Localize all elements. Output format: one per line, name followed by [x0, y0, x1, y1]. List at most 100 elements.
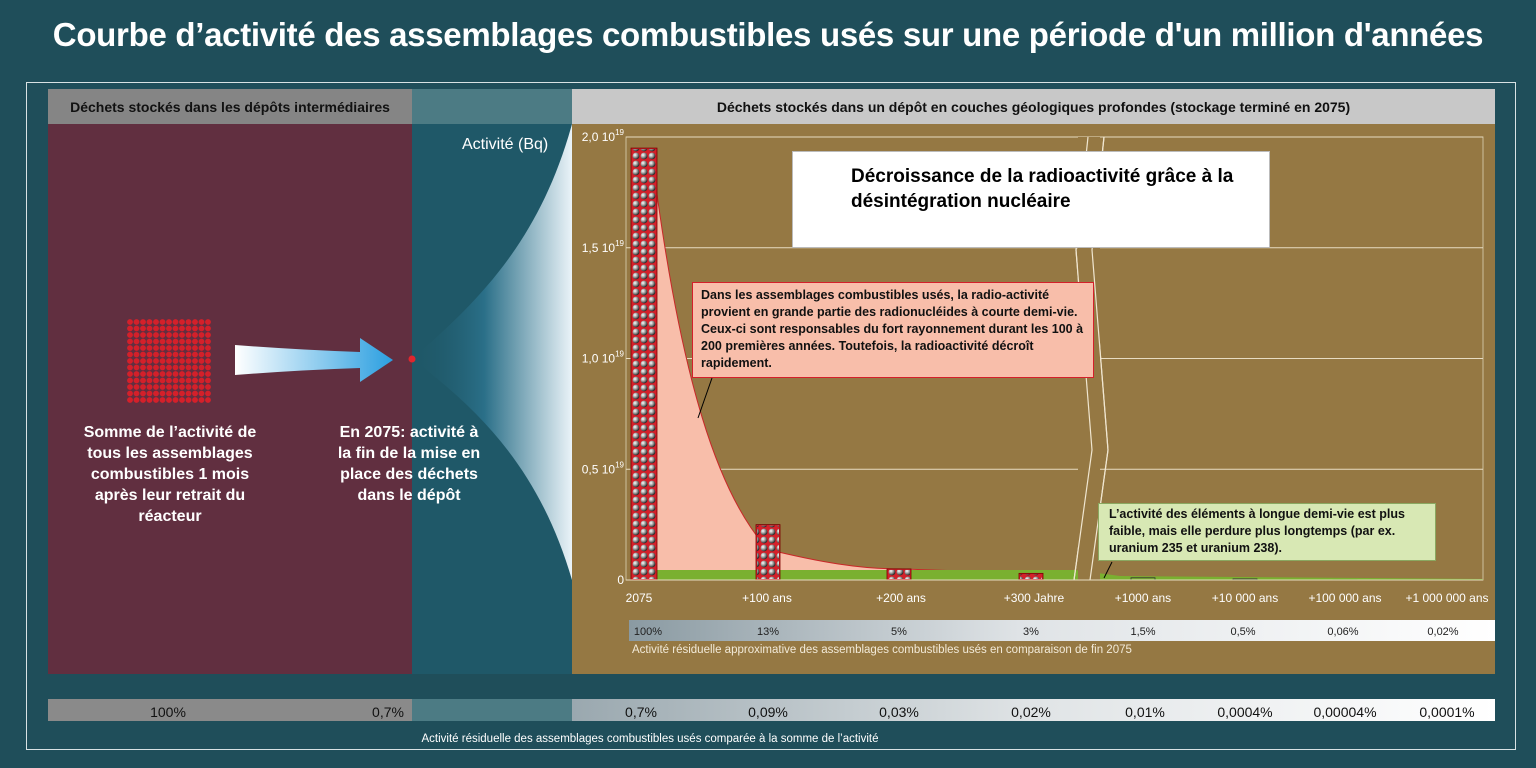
fuel-rod-dot: [172, 358, 179, 364]
fuel-rod-dot: [159, 358, 166, 364]
fuel-rod-dot: [133, 377, 140, 384]
fuel-rod-dot: [172, 351, 179, 358]
fuel-rod-dot: [153, 345, 159, 351]
fuel-rod-dot: [185, 384, 192, 390]
fuel-rod-dot: [140, 397, 146, 403]
fuel-rod-dot: [198, 338, 205, 345]
fuel-rod-dot: [153, 371, 159, 377]
fuel-rod-dot: [146, 351, 153, 358]
funnel-shape: [412, 124, 572, 580]
fuel-rod-dot: [146, 319, 153, 325]
fuel-rod-dot: [133, 319, 140, 325]
fuel-rod-dot: [153, 319, 159, 325]
fuel-rod-dot: [159, 371, 166, 377]
x-tick-label: 2075: [626, 591, 653, 605]
long-lived-band: [641, 570, 1483, 580]
fuel-rod-dot: [205, 390, 211, 397]
residual-2075-value: 0,02%: [1427, 626, 1458, 638]
fuel-rod-dot: [146, 371, 153, 377]
residual-sum-value: 0,03%: [879, 704, 919, 720]
fuel-rod-dot: [159, 384, 166, 390]
fuel-rod-dot: [153, 377, 159, 384]
fuel-rod-dot: [179, 397, 185, 403]
fuel-rod-dot: [146, 345, 153, 351]
fuel-rod-dot: [166, 397, 172, 403]
fuel-rod-dot: [198, 384, 205, 390]
fuel-rod-dot: [127, 351, 133, 358]
fuel-rod-dot: [198, 325, 205, 332]
fuel-rod-dot: [185, 358, 192, 364]
fuel-rod-dot: [146, 325, 153, 332]
transfer-arrow-icon: [235, 338, 393, 382]
fuel-rod-dot: [140, 325, 146, 332]
fuel-rod-dot: [179, 319, 185, 325]
fuel-rod-dot: [205, 377, 211, 384]
fuel-rod-dot: [159, 364, 166, 371]
fuel-rod-dot: [179, 325, 185, 332]
fuel-rod-dot: [179, 377, 185, 384]
x-tick-label: +100 ans: [742, 591, 792, 605]
fuel-rod-dot: [205, 351, 211, 358]
fuel-rod-dot: [192, 319, 198, 325]
fuel-rod-dot: [205, 371, 211, 377]
fuel-rod-dot: [198, 351, 205, 358]
fuel-rod-dot: [185, 371, 192, 377]
fuel-rod-dot: [192, 325, 198, 332]
page-title: Courbe d’activité des assemblages combus…: [52, 16, 1484, 53]
fuel-rod-dot: [159, 390, 166, 397]
fuel-rod-dot: [146, 397, 153, 403]
fuel-rod-dot: [205, 338, 211, 345]
fuel-rod-dot: [133, 371, 140, 377]
fuel-rod-dot: [185, 325, 192, 332]
x-tick-label: +10 000 ans: [1212, 591, 1278, 605]
fuel-rod-dot: [159, 338, 166, 345]
fuel-rod-dot: [140, 390, 146, 397]
fuel-rod-dot: [133, 351, 140, 358]
y-tick-label: 1,0 1019: [582, 350, 625, 366]
fuel-rod-dot: [127, 384, 133, 390]
y-tick-label: 1,5 1019: [582, 239, 625, 255]
interim-storage-panel: [48, 124, 412, 674]
fuel-rod-dot: [133, 325, 140, 332]
note-pointer: [1103, 561, 1113, 579]
fuel-rod-dot: [185, 377, 192, 384]
fuel-rod-dot: [127, 319, 133, 325]
fuel-rod-dot: [146, 332, 153, 338]
fuel-rod-dot: [179, 390, 185, 397]
fuel-rod-dot: [192, 371, 198, 377]
fuel-rod-dot: [127, 397, 133, 403]
fuel-rod-dot: [205, 384, 211, 390]
fuel-rod-dot: [127, 345, 133, 351]
residual-2075-value: 0,5%: [1230, 626, 1255, 638]
fuel-rod-dot: [166, 358, 172, 364]
fuel-rod-dot: [133, 338, 140, 345]
fuel-rod-dot: [179, 358, 185, 364]
fuel-rod-dot: [172, 345, 179, 351]
fuel-rod-dot: [166, 351, 172, 358]
residual-2075-value: 13%: [757, 626, 779, 638]
fuel-rod-dot: [140, 351, 146, 358]
fuel-rod-dot: [192, 338, 198, 345]
fuel-rod-dot: [127, 338, 133, 345]
fuel-rod-dot: [179, 332, 185, 338]
decay-banner: Décroissance de la radioactivité grâce à…: [792, 151, 1270, 248]
fuel-rod-dot: [179, 384, 185, 390]
fuel-rod-dot: [140, 384, 146, 390]
residual-2075-value: 100%: [634, 626, 662, 638]
residual-sum-value: 0,00004%: [1313, 704, 1376, 720]
fuel-rod-dot: [153, 332, 159, 338]
residual-sum-value: 0,0004%: [1217, 704, 1272, 720]
fuel-rod-dot: [198, 358, 205, 364]
fuel-rod-dot: [185, 319, 192, 325]
fuel-rod-dot: [153, 397, 159, 403]
fuel-rod-dot: [153, 390, 159, 397]
fuel-rod-dot: [198, 319, 205, 325]
fuel-rod-dot: [153, 325, 159, 332]
fuel-rod-dot: [179, 371, 185, 377]
fuel-assembly-grid-icon: [127, 319, 211, 403]
residual-sum-value: 0,7%: [625, 704, 657, 720]
fuel-rod-dot: [172, 384, 179, 390]
residual-2075-value: 0,06%: [1327, 626, 1358, 638]
header-gap: [412, 89, 572, 124]
fuel-rod-dot: [205, 325, 211, 332]
